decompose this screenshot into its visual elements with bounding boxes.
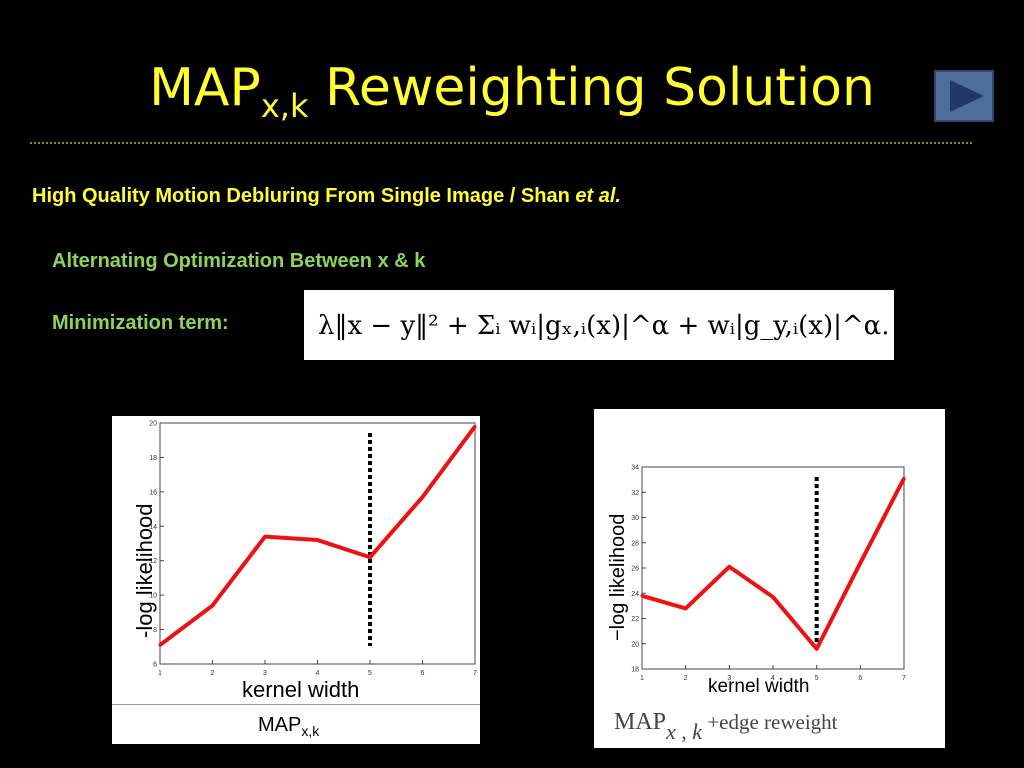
equation-graphic: λ‖x − y‖² + Σᵢ wᵢ|gₓ,ᵢ(x)|^α + wᵢ|g_y,ᵢ(… [318, 311, 889, 341]
chart-right-xtick-label: 5 [815, 675, 819, 682]
alternating-optimization-text: Alternating Optimization Between x & k [52, 250, 426, 272]
chart-right-xtick-label: 3 [727, 675, 731, 682]
chart-right-ytick-label: 34 [631, 465, 639, 472]
reference-etal: et al. [575, 185, 621, 207]
chart-right-ylabel: −log likelihood [607, 513, 629, 641]
chart-right-data-point [727, 565, 731, 569]
chart-left-caption-sub: x,k [301, 723, 320, 739]
chart-left-xtick-label: 4 [316, 670, 320, 677]
chart-left-ytick-label: 18 [149, 455, 157, 462]
reference-text: High Quality Motion Debluring From Singl… [32, 185, 576, 207]
chart-panel-right: 1 2 3 4 5 6 7 18 20 22 24 26 28 30 32 34 −log likelihoo… [594, 409, 945, 748]
chart-left-ytick-label: 20 [149, 421, 157, 428]
chart-left-ytick-label: 10 [149, 593, 157, 600]
chart-right-plot-frame [641, 466, 905, 670]
chart-right-xtick-label: 4 [771, 675, 775, 682]
chart-right-caption-main: MAP [614, 709, 667, 735]
chart-left-caption-divider [112, 704, 480, 705]
chart-panel-left: 1 2 3 4 5 6 7 6 8 10 12 14 16 18 20 -log likelihood ke… [112, 416, 480, 744]
chart-left-xtick-label: 5 [368, 670, 372, 677]
chart-right-series-line [641, 477, 906, 651]
title-main: MAP [149, 58, 261, 118]
chart-right-xtick-label: 6 [858, 675, 862, 682]
slide-title: MAPx,k Reweighting Solution [0, 62, 1024, 122]
chart-right-data-point [684, 606, 688, 610]
chart-right-xtick-label: 2 [684, 675, 688, 682]
chart-left-xtick-label: 6 [421, 670, 425, 677]
chart-left-ytick-label: 12 [149, 558, 157, 565]
title-subscript: x,k [260, 87, 309, 125]
chart-left-caption-main: MAP [258, 714, 302, 736]
next-slide-button[interactable] [934, 70, 994, 122]
chart-left-data-point [211, 603, 214, 607]
chart-right-ytick-label: 30 [631, 515, 639, 522]
chart-right-ytick-label: 22 [631, 616, 639, 623]
title-rest: Reweighting Solution [308, 58, 875, 118]
chart-right-ytick-label: 28 [631, 540, 639, 547]
chart-left-ytick-label: 8 [153, 627, 157, 634]
chart-right-data-point [771, 595, 775, 599]
chart-right-caption-rest: +edge reweight [702, 710, 838, 734]
chart-left-xtick-label: 7 [473, 670, 477, 677]
title-divider [30, 142, 972, 144]
chart-left-xtick-label: 1 [158, 670, 162, 677]
chart-left-data-point [473, 424, 477, 428]
chart-left-ytick-label: 16 [149, 489, 157, 496]
chart-right-caption: MAPx , k +edge reweight [614, 709, 838, 745]
reference-line: High Quality Motion Debluring From Singl… [32, 185, 621, 208]
chart-left-data-point [263, 535, 267, 539]
chart-right-ytick-label: 24 [631, 591, 639, 598]
chart-right-xlabel: kernel width [708, 676, 810, 697]
chart-left-xtick-label: 2 [211, 670, 215, 677]
chart-right-xtick-label: 1 [640, 675, 644, 682]
chart-right-ytick-label: 18 [631, 667, 639, 674]
chart-left-ytick-label: 14 [149, 524, 157, 531]
chart-left-data-point [158, 643, 162, 647]
chart-right-data-point [902, 476, 906, 480]
chart-left-xlabel: kernel width [242, 677, 360, 702]
chart-left-data-point [316, 538, 319, 542]
chart-right-ytick-label: 20 [631, 641, 639, 648]
chart-left-plot-frame [159, 422, 476, 665]
chart-right-ytick-label: 26 [631, 566, 639, 573]
minimization-term-label: Minimization term: [52, 312, 229, 334]
play-arrow-icon [950, 80, 984, 112]
chart-left-ytick-label: 6 [153, 662, 157, 669]
chart-right-data-point [640, 594, 644, 598]
chart-right-caption-sub: x , k [666, 719, 703, 744]
chart-right-data-point [858, 561, 862, 565]
chart-left-caption: MAPx,k [258, 714, 319, 739]
equation-image: λ‖x − y‖² + Σᵢ wᵢ|gₓ,ᵢ(x)|^α + wᵢ|g_y,ᵢ(… [304, 290, 894, 360]
chart-left-series-line [158, 425, 477, 647]
chart-right-data-point [815, 647, 819, 651]
chart-right-xtick-label: 7 [902, 675, 906, 682]
chart-left-data-point [368, 555, 372, 559]
chart-left-data-point [421, 495, 424, 499]
chart-left-ylabel: -log likelihood [132, 503, 157, 638]
chart-left-xtick-label: 3 [263, 670, 267, 677]
chart-right-ytick-label: 32 [631, 490, 639, 497]
equation-text: λ‖x − y‖² + Σᵢ wᵢ|gₓ,ᵢ(x)|^α + wᵢ|g_y,ᵢ(… [318, 311, 889, 341]
